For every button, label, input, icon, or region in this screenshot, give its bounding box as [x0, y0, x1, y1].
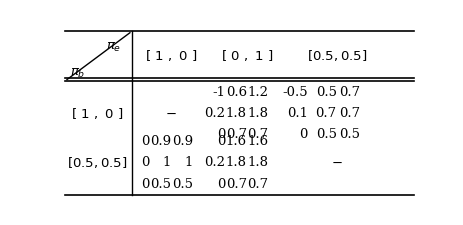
Text: 0: 0 — [216, 177, 225, 190]
Text: 0.7: 0.7 — [247, 177, 268, 190]
Text: 1.8: 1.8 — [225, 156, 246, 169]
Text: 0.9: 0.9 — [150, 134, 171, 147]
Text: 0.7: 0.7 — [247, 127, 268, 140]
Text: 0.1: 0.1 — [286, 106, 307, 119]
Text: -1: -1 — [212, 86, 225, 99]
Text: 0.7: 0.7 — [338, 86, 359, 99]
Text: $[0.5,0.5]$: $[0.5,0.5]$ — [306, 48, 366, 63]
Text: 1.2: 1.2 — [247, 86, 268, 99]
Text: 1.6: 1.6 — [247, 134, 268, 147]
Text: 0.5: 0.5 — [171, 177, 193, 190]
Text: 0.6: 0.6 — [225, 86, 246, 99]
Text: -0.5: -0.5 — [282, 86, 307, 99]
Text: 0: 0 — [141, 156, 150, 169]
Text: 0.7: 0.7 — [338, 106, 359, 119]
Text: $-$: $-$ — [165, 106, 177, 119]
Text: 0.5: 0.5 — [315, 127, 336, 140]
Text: 0.5: 0.5 — [150, 177, 171, 190]
Text: $\pi_e$: $\pi_e$ — [106, 40, 121, 54]
Text: 1: 1 — [184, 156, 193, 169]
Text: 0.5: 0.5 — [338, 127, 359, 140]
Text: 1: 1 — [163, 156, 171, 169]
Text: 0.7: 0.7 — [315, 106, 336, 119]
Text: $[\ 1\ ,\ 0\ ]$: $[\ 1\ ,\ 0\ ]$ — [71, 105, 123, 120]
Text: 0: 0 — [299, 127, 307, 140]
Text: 0: 0 — [141, 134, 150, 147]
Text: $[\ 0\ ,\ 1\ ]$: $[\ 0\ ,\ 1\ ]$ — [220, 48, 272, 63]
Text: 0.2: 0.2 — [204, 156, 225, 169]
Text: 0.2: 0.2 — [204, 106, 225, 119]
Text: 0.7: 0.7 — [225, 127, 246, 140]
Text: $[0.5,0.5]$: $[0.5,0.5]$ — [67, 155, 127, 170]
Text: 1.8: 1.8 — [247, 156, 268, 169]
Text: 0: 0 — [216, 127, 225, 140]
Text: 0.7: 0.7 — [225, 177, 246, 190]
Text: 0: 0 — [141, 177, 150, 190]
Text: 1.8: 1.8 — [225, 106, 246, 119]
Text: 0.5: 0.5 — [315, 86, 336, 99]
Text: 0: 0 — [216, 134, 225, 147]
Text: $[\ 1\ ,\ 0\ ]$: $[\ 1\ ,\ 0\ ]$ — [145, 48, 197, 63]
Text: $-$: $-$ — [330, 156, 342, 169]
Text: $\pi_b$: $\pi_b$ — [70, 66, 85, 79]
Text: 0.9: 0.9 — [171, 134, 193, 147]
Text: 1.8: 1.8 — [247, 106, 268, 119]
Text: 1.6: 1.6 — [225, 134, 246, 147]
